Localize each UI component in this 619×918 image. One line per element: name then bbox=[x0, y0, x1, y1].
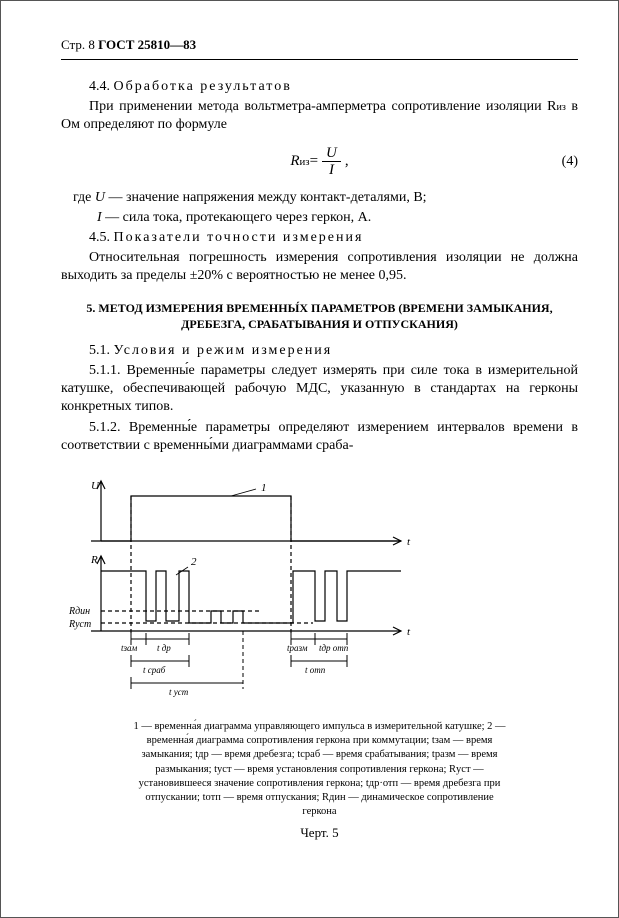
page-header: Стр. 8 ГОСТ 25810—83 bbox=[61, 37, 578, 53]
p512: 5.1.2. Временны́е параметры определяют и… bbox=[61, 419, 578, 455]
s44-title: Обработка результатов bbox=[114, 79, 292, 94]
s45-p1: Относительная погрешность измерения сопр… bbox=[61, 249, 578, 285]
formula-num: U bbox=[326, 145, 337, 161]
where-l1b: U bbox=[95, 190, 105, 205]
axis-R: R bbox=[90, 554, 98, 566]
formula-eqnum: (4) bbox=[562, 154, 578, 170]
Rdin-label: Rдин bbox=[68, 606, 90, 617]
s44-p1: При применении метода вольтметра-амперме… bbox=[61, 98, 578, 134]
where-l2c: — сила тока, протекающего через геркон, … bbox=[102, 210, 372, 225]
s45-heading: 4.5. Показатели точности измерения bbox=[61, 229, 578, 247]
curve-1-label: 1 bbox=[261, 482, 267, 494]
figure-caption: 1 — временна́я диаграмма управляющего им… bbox=[130, 720, 510, 819]
totn-label: t отп bbox=[305, 665, 326, 675]
formula-den: I bbox=[329, 162, 334, 178]
tdrotn-label: tдр отп bbox=[319, 643, 349, 653]
tsrab-label: t сраб bbox=[143, 665, 166, 675]
header-rule bbox=[61, 59, 578, 60]
formula-lhs-sub: из bbox=[300, 156, 310, 168]
formula-comma: , bbox=[345, 153, 349, 170]
tzam-label: tзам bbox=[121, 643, 138, 653]
figure-label: Черт. 5 bbox=[61, 825, 578, 841]
s51-heading: 5.1. Условия и режим измерения bbox=[61, 342, 578, 360]
tdr-label: t др bbox=[157, 643, 171, 653]
tuct-label: t уст bbox=[169, 687, 189, 697]
Ruct-label: Rуст bbox=[68, 619, 91, 630]
where-l2: I — сила тока, протекающего через геркон… bbox=[61, 209, 578, 227]
formula-frac: U I bbox=[322, 145, 341, 179]
where-l1c: — значение напряжения между контакт-дета… bbox=[105, 190, 427, 205]
curve-2-label: 2 bbox=[191, 556, 197, 568]
trazm-label: tразм bbox=[287, 643, 308, 653]
formula-4: Rиз = U I , (4) bbox=[61, 145, 578, 179]
s5-title-l1: 5. МЕТОД ИЗМЕРЕНИЯ ВРЕМЕННЫ́Х ПАРАМЕТРОВ… bbox=[86, 301, 552, 315]
standard-code: ГОСТ 25810—83 bbox=[98, 37, 196, 52]
axis-U: U bbox=[91, 480, 100, 492]
page-number: Стр. 8 bbox=[61, 37, 95, 52]
s51-title: Условия и режим измерения bbox=[114, 343, 333, 358]
where-l1: где U — значение напряжения между контак… bbox=[61, 189, 578, 207]
axis-t2: t bbox=[407, 626, 411, 638]
s51-num: 5.1. bbox=[89, 343, 110, 358]
axis-t1: t bbox=[407, 536, 411, 548]
p511: 5.1.1. Временны́е параметры следует изме… bbox=[61, 362, 578, 417]
where-l1a: где bbox=[73, 190, 95, 205]
formula-lhs: R bbox=[290, 153, 299, 170]
s44-p1sub: из bbox=[556, 102, 565, 113]
s45-num: 4.5. bbox=[89, 230, 110, 245]
formula-eq: = bbox=[310, 153, 318, 170]
s5-title: 5. МЕТОД ИЗМЕРЕНИЯ ВРЕМЕННЫ́Х ПАРАМЕТРОВ… bbox=[61, 300, 578, 332]
s45-title: Показатели точности измерения bbox=[114, 230, 364, 245]
s44-heading: 4.4. Обработка результатов bbox=[61, 78, 578, 96]
s44-p1a: При применении метода вольтметра-амперме… bbox=[89, 99, 556, 114]
s44-num: 4.4. bbox=[89, 79, 110, 94]
timing-diagram: U t 1 R t 2 Rдин Rуст bbox=[61, 471, 421, 701]
s5-title-l2: ДРЕБЕЗГА, СРАБАТЫВАНИЯ И ОТПУСКАНИЯ) bbox=[181, 317, 458, 331]
